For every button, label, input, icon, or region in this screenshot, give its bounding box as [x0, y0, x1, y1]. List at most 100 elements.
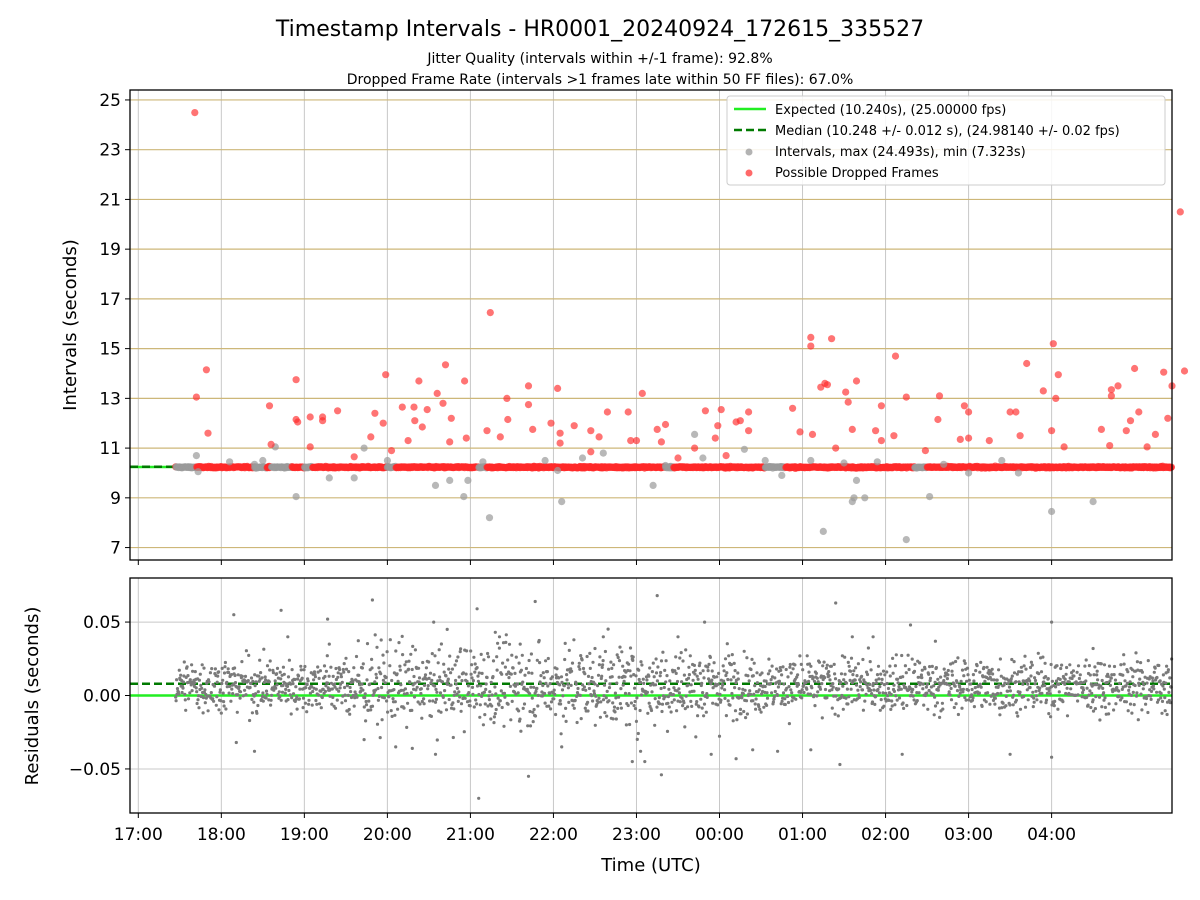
residual-point	[513, 671, 517, 676]
residual-point	[823, 676, 827, 680]
residual-point	[1100, 678, 1104, 683]
residual-point	[558, 683, 562, 687]
residual-point	[603, 649, 608, 654]
residual-point	[782, 682, 786, 686]
residual-point	[790, 691, 794, 695]
residual-point	[918, 681, 923, 685]
residual-point	[600, 665, 604, 670]
residual-point	[704, 710, 708, 714]
residual-point	[513, 684, 518, 688]
dropped-frame-point	[848, 425, 856, 433]
residual-point	[677, 691, 682, 695]
residual-point	[522, 702, 527, 706]
residual-point	[773, 676, 777, 680]
residual-outlier-point	[477, 796, 481, 800]
residual-point	[1032, 696, 1036, 700]
residual-point	[301, 696, 306, 700]
residual-point	[832, 662, 836, 667]
dropped-frame-point	[483, 427, 491, 435]
residual-point	[910, 657, 914, 661]
residual-point	[696, 677, 700, 681]
residual-point	[1065, 665, 1069, 670]
residual-point	[891, 656, 895, 661]
residual-point	[599, 700, 603, 704]
residual-point	[328, 694, 332, 698]
residual-point	[549, 707, 553, 711]
residual-point	[402, 706, 406, 710]
residual-point	[927, 672, 931, 676]
residual-point	[791, 667, 795, 671]
residual-point	[433, 684, 437, 688]
residual-point	[449, 683, 453, 687]
residual-point	[373, 633, 377, 637]
residual-point	[352, 704, 356, 708]
residual-point	[888, 664, 892, 668]
residual-point	[990, 667, 994, 671]
interval-point	[761, 456, 769, 465]
residual-point	[604, 696, 608, 700]
residual-point	[1001, 701, 1005, 705]
residual-point	[1131, 675, 1135, 679]
residual-point	[607, 667, 611, 671]
residual-point	[465, 649, 469, 653]
residual-point	[580, 683, 585, 687]
residual-point	[762, 705, 766, 709]
residual-point	[827, 670, 831, 674]
residual-point	[325, 654, 329, 658]
residual-point	[708, 655, 713, 660]
residual-point	[418, 702, 422, 706]
residual-point	[877, 691, 882, 695]
residual-point	[411, 644, 415, 649]
residual-point	[528, 692, 532, 696]
residual-point	[264, 689, 269, 693]
residual-point	[700, 706, 704, 710]
interval-point	[226, 458, 234, 466]
residual-point	[577, 665, 581, 669]
residual-point	[429, 714, 433, 719]
residual-point	[530, 696, 534, 700]
residual-point	[582, 685, 587, 689]
residual-point	[295, 707, 299, 711]
residual-point	[1059, 666, 1063, 671]
residual-point	[375, 645, 379, 649]
residual-point	[531, 710, 535, 714]
residual-point	[922, 703, 926, 707]
dropped-frame-point	[956, 435, 964, 443]
residual-point	[810, 686, 814, 690]
residual-point	[528, 709, 532, 714]
residual-point	[608, 682, 612, 686]
residual-point	[181, 686, 185, 690]
residual-point	[1071, 669, 1075, 673]
residual-point	[816, 690, 820, 694]
residual-point	[372, 690, 376, 695]
residual-point	[681, 704, 685, 708]
residual-point	[780, 699, 784, 703]
dropped-frame-point	[595, 433, 603, 441]
residual-point	[1091, 709, 1096, 713]
dropped-frame-point	[1180, 367, 1189, 375]
residual-point	[186, 697, 191, 701]
residual-point	[686, 683, 690, 687]
residual-outlier-point	[526, 774, 531, 778]
residual-point	[530, 671, 534, 675]
residual-point	[854, 666, 858, 670]
residual-point	[834, 694, 838, 698]
dropped-frame-point	[1052, 394, 1060, 402]
residual-point	[682, 701, 686, 705]
residual-point	[1140, 670, 1144, 674]
residual-point	[554, 712, 558, 717]
residual-point	[618, 645, 622, 649]
residual-point	[222, 704, 226, 708]
residual-point	[843, 655, 847, 659]
dropped-frame-point	[433, 389, 441, 397]
residual-point	[404, 670, 408, 674]
residual-point	[1053, 699, 1057, 704]
residual-point	[902, 706, 906, 711]
residual-point	[541, 671, 545, 675]
residual-point	[230, 687, 234, 691]
residual-point	[1043, 661, 1047, 665]
residual-point	[326, 681, 330, 685]
residual-point	[1168, 701, 1172, 705]
residual-point	[981, 675, 985, 679]
residual-point	[807, 662, 812, 666]
